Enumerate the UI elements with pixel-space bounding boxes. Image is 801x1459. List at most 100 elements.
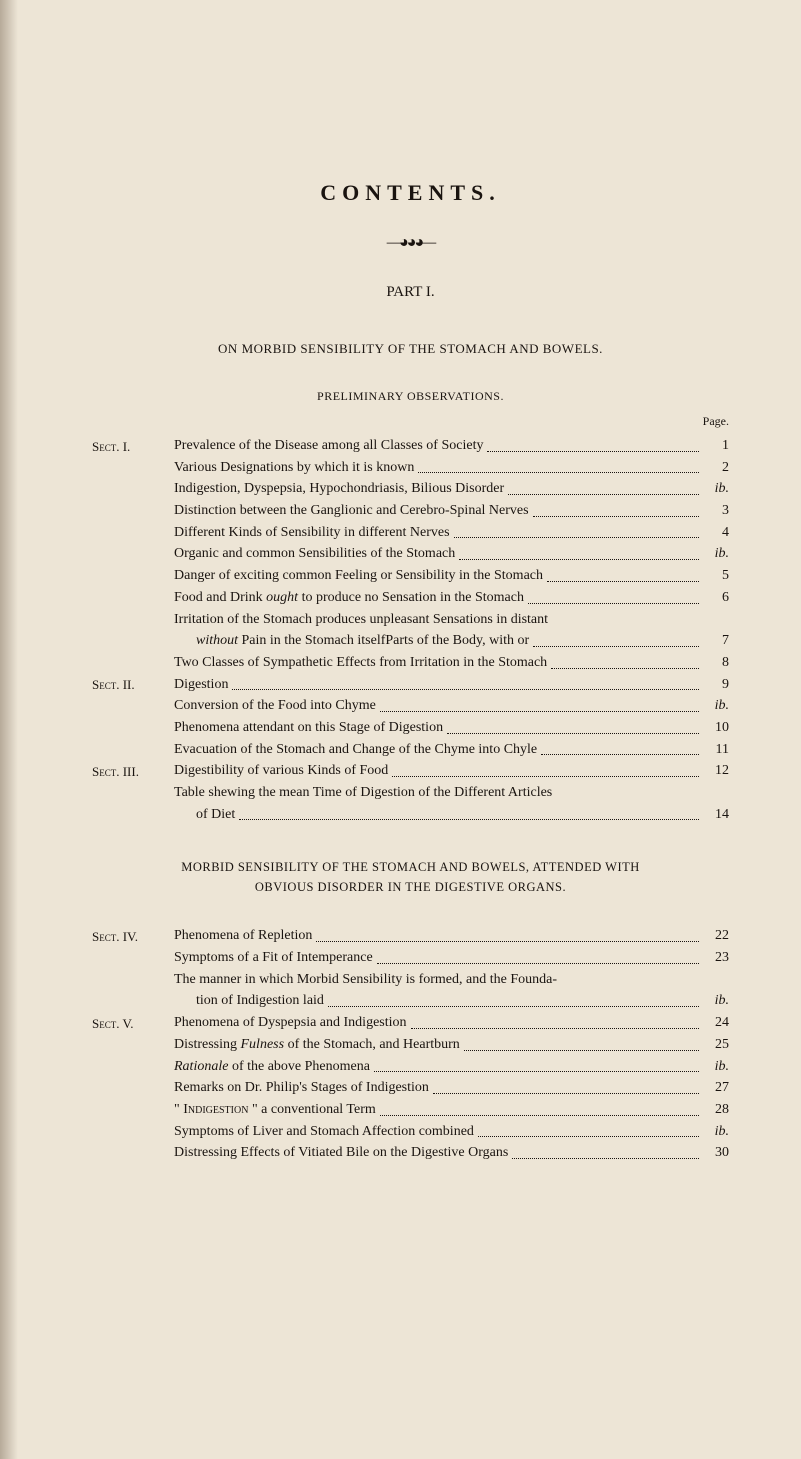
toc-content: Prevalence of the Disease among all Clas… (174, 435, 729, 457)
toc-content: tion of Indigestion laidib. (174, 990, 729, 1012)
toc-page-number: ib. (703, 1056, 729, 1078)
toc-entry-text: Remarks on Dr. Philip's Stages of Indige… (174, 1077, 429, 1099)
toc-page-number: 27 (703, 1077, 729, 1099)
toc-page-number: 6 (703, 587, 729, 609)
toc-page-number: ib. (703, 543, 729, 565)
toc-dots-leader (380, 1115, 699, 1116)
toc-page-number: 28 (703, 1099, 729, 1121)
sub-chapter-line2: OBVIOUS DISORDER IN THE DIGESTIVE ORGANS… (255, 880, 566, 894)
toc-entry-text: Different Kinds of Sensibility in differ… (174, 522, 450, 544)
toc-entry-text: Food and Drink ought to produce no Sensa… (174, 587, 524, 609)
toc-entry-text: Phenomena attendant on this Stage of Dig… (174, 717, 443, 739)
toc-page-number: 24 (703, 1012, 729, 1034)
toc-entry-text: Digestion (174, 674, 228, 696)
toc-page-number: 25 (703, 1034, 729, 1056)
toc-entry-text: Evacuation of the Stomach and Change of … (174, 739, 537, 761)
toc-content: Phenomena attendant on this Stage of Dig… (174, 717, 729, 739)
toc-content: Various Designations by which it is know… (174, 457, 729, 479)
toc-row: Danger of exciting common Feeling or Sen… (92, 565, 729, 587)
toc-row: Food and Drink ought to produce no Sensa… (92, 587, 729, 609)
toc-row: " Indigestion " a conventional Term28 (92, 1099, 729, 1121)
toc-dots-leader (433, 1093, 699, 1094)
toc-page-number: 8 (703, 652, 729, 674)
toc-row: Evacuation of the Stomach and Change of … (92, 739, 729, 761)
toc-row: Sect. V.Phenomena of Dyspepsia and Indig… (92, 1012, 729, 1034)
toc-row: of Diet14 (92, 804, 729, 826)
toc-entry-text: Various Designations by which it is know… (174, 457, 414, 479)
toc-entry-text: Distressing Effects of Vitiated Bile on … (174, 1142, 508, 1164)
toc-entry-text: Prevalence of the Disease among all Clas… (174, 435, 483, 457)
toc-dots-leader (316, 941, 699, 942)
toc-content: Distressing Effects of Vitiated Bile on … (174, 1142, 729, 1164)
sect-label: Sect. IV. (92, 927, 174, 947)
toc-content: Rationale of the above Phenomena ib. (174, 1056, 729, 1078)
toc-content: Danger of exciting common Feeling or Sen… (174, 565, 729, 587)
toc-content: Digestibility of various Kinds of Food12 (174, 760, 729, 782)
sub-chapter-title: MORBID SENSIBILITY OF THE STOMACH AND BO… (92, 857, 729, 897)
toc-content: The manner in which Morbid Sensibility i… (174, 969, 729, 991)
sect-label: Sect. III. (92, 762, 174, 782)
toc-page-number: 22 (703, 925, 729, 947)
toc-content: Symptoms of Liver and Stomach Affection … (174, 1121, 729, 1143)
toc-row: Sect. I.Prevalence of the Disease among … (92, 435, 729, 457)
toc-entry-text: Conversion of the Food into Chyme (174, 695, 376, 717)
sect-label: Sect. V. (92, 1014, 174, 1034)
toc-row: Rationale of the above Phenomena ib. (92, 1056, 729, 1078)
toc-dots-leader (454, 537, 699, 538)
toc-row: Distressing Fulness of the Stomach, and … (92, 1034, 729, 1056)
toc-dots-leader (533, 516, 699, 517)
toc-row: Table shewing the mean Time of Digestion… (92, 782, 729, 804)
toc-row: Irritation of the Stomach produces unple… (92, 609, 729, 631)
toc-row: Phenomena attendant on this Stage of Dig… (92, 717, 729, 739)
toc-dots-leader (392, 776, 699, 777)
toc-dots-leader (447, 733, 699, 734)
toc-row: Sect. IV.Phenomena of Repletion22 (92, 925, 729, 947)
toc-row: Distinction between the Ganglionic and C… (92, 500, 729, 522)
toc-content: Phenomena of Dyspepsia and Indigestion24 (174, 1012, 729, 1034)
toc-content: Symptoms of a Fit of Intemperance23 (174, 947, 729, 969)
toc-dots-leader (533, 646, 699, 647)
toc-content: of Diet14 (174, 804, 729, 826)
toc-entry-text: Organic and common Sensibilities of the … (174, 543, 455, 565)
ornament-divider: —◕◕◕— (92, 234, 729, 252)
toc-dots-leader (239, 819, 699, 820)
main-title: CONTENTS. (92, 180, 729, 206)
toc-dots-leader (547, 581, 699, 582)
toc-page-number: 7 (703, 630, 729, 652)
toc-page-number: 14 (703, 804, 729, 826)
toc-content: " Indigestion " a conventional Term28 (174, 1099, 729, 1121)
toc-page-number: 3 (703, 500, 729, 522)
toc-entry-text: Danger of exciting common Feeling or Sen… (174, 565, 543, 587)
toc-dots-leader (411, 1028, 699, 1029)
toc-dots-leader (374, 1071, 699, 1072)
toc-dots-leader (418, 472, 699, 473)
toc-row: Two Classes of Sympathetic Effects from … (92, 652, 729, 674)
toc-entry-text: Irritation of the Stomach produces unple… (174, 609, 548, 631)
toc-content: Two Classes of Sympathetic Effects from … (174, 652, 729, 674)
toc-entry-text: Rationale of the above Phenomena (174, 1056, 370, 1078)
toc-page-number: ib. (703, 1121, 729, 1143)
toc-page-number: 4 (703, 522, 729, 544)
toc-page-number: ib. (703, 695, 729, 717)
toc-row: tion of Indigestion laidib. (92, 990, 729, 1012)
toc-entry-text: Indigestion, Dyspepsia, Hypochondriasis,… (174, 478, 504, 500)
toc-dots-leader (377, 963, 699, 964)
page-edge-shadow (0, 0, 18, 1459)
toc-row: Indigestion, Dyspepsia, Hypochondriasis,… (92, 478, 729, 500)
toc-dots-leader (478, 1136, 699, 1137)
sect-label: Sect. I. (92, 437, 174, 457)
toc-row: Sect. II.Digestion9 (92, 674, 729, 696)
toc-dots-leader (487, 451, 699, 452)
toc-dots-leader (328, 1006, 699, 1007)
toc-dots-leader (512, 1158, 699, 1159)
toc-content: Organic and common Sensibilities of the … (174, 543, 729, 565)
sub-chapter-line1: MORBID SENSIBILITY OF THE STOMACH AND BO… (181, 860, 640, 874)
toc-content: Digestion9 (174, 674, 729, 696)
toc-dots-leader (551, 668, 699, 669)
toc-dots-leader (380, 711, 699, 712)
toc-entry-text: Digestibility of various Kinds of Food (174, 760, 388, 782)
toc-page-number: 10 (703, 717, 729, 739)
toc-dots-leader (232, 689, 699, 690)
toc-content: Distinction between the Ganglionic and C… (174, 500, 729, 522)
toc-content: Food and Drink ought to produce no Sensa… (174, 587, 729, 609)
